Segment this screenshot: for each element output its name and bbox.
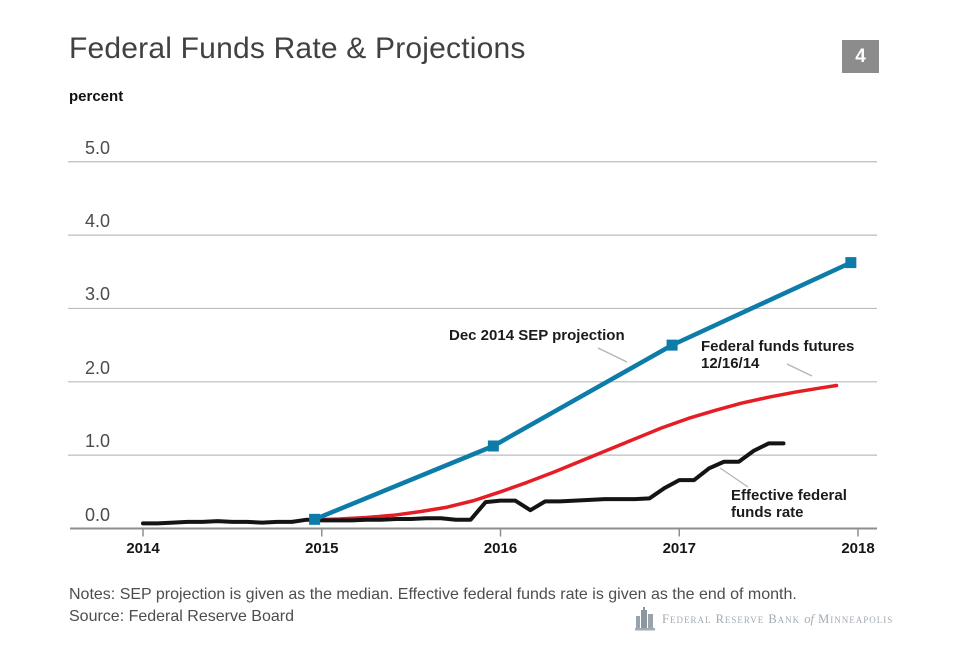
footnotes: Notes: SEP projection is given as the me… bbox=[69, 584, 797, 628]
y-tick-label: 0.0 bbox=[85, 504, 111, 525]
logo-bank-name: Federal Reserve Bank bbox=[662, 611, 801, 626]
y-tick-label: 3.0 bbox=[85, 284, 111, 305]
annotation-fed-funds-futures-line2: 12/16/14 bbox=[701, 355, 760, 372]
leader-line-sep-projection bbox=[597, 347, 628, 363]
logo-of: of bbox=[804, 611, 815, 626]
leader-line-fed-funds-futures bbox=[786, 363, 813, 377]
y-tick-label: 1.0 bbox=[85, 431, 111, 452]
x-tick-label: 2015 bbox=[305, 539, 339, 557]
annotation-fed-funds-futures-line1: Federal funds futures bbox=[701, 338, 855, 355]
series-line-effective-federal-funds-rate bbox=[141, 441, 786, 526]
x-tick-label: 2017 bbox=[662, 539, 696, 557]
y-tick-label: 2.0 bbox=[85, 357, 111, 378]
series-marker-dec-2014-sep-projection bbox=[666, 339, 678, 351]
source-line: Source: Federal Reserve Board bbox=[69, 608, 294, 625]
x-tick-label: 2018 bbox=[841, 539, 875, 557]
page-title: Federal Funds Rate & Projections bbox=[69, 32, 526, 65]
series-line-federal-funds-futures-12-16-14 bbox=[312, 383, 839, 522]
leader-line-effective-rate bbox=[719, 467, 749, 488]
series-marker-dec-2014-sep-projection bbox=[845, 257, 857, 269]
notes-line: Notes: SEP projection is given as the me… bbox=[69, 586, 797, 603]
annotation-effective-rate-line1: Effective federal bbox=[731, 487, 847, 504]
annotation-fed-funds-futures: Federal funds futures 12/16/14 bbox=[701, 338, 854, 372]
series-marker-dec-2014-sep-projection bbox=[487, 440, 499, 452]
y-axis-unit-label: percent bbox=[69, 88, 124, 105]
series-marker-dec-2014-sep-projection bbox=[309, 513, 321, 525]
logo-city-name: Minneapolis bbox=[818, 611, 894, 626]
series-line-dec-2014-sep-projection bbox=[312, 260, 854, 522]
minneapolis-fed-logo-text: Federal Reserve Bank of Minneapolis bbox=[662, 612, 893, 627]
annotation-effective-rate: Effective federal funds rate bbox=[731, 487, 847, 521]
x-tick-label: 2016 bbox=[483, 539, 518, 557]
minneapolis-fed-logo: Federal Reserve Bank of Minneapolis bbox=[635, 607, 893, 631]
annotation-effective-rate-line2: funds rate bbox=[731, 504, 804, 521]
y-tick-label: 4.0 bbox=[85, 211, 111, 232]
slide-number-badge: 4 bbox=[842, 40, 879, 73]
bank-building-icon bbox=[635, 607, 655, 631]
y-tick-label: 5.0 bbox=[85, 137, 111, 158]
x-tick-label: 2014 bbox=[126, 539, 160, 557]
annotation-sep-projection-text: Dec 2014 SEP projection bbox=[449, 327, 625, 344]
annotation-sep-projection: Dec 2014 SEP projection bbox=[449, 327, 625, 344]
